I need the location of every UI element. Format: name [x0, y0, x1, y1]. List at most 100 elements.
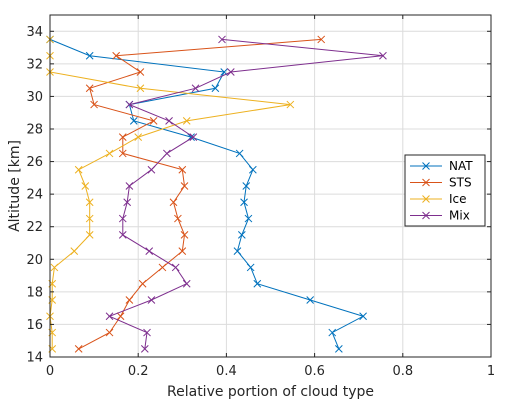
data-point-marker	[149, 117, 158, 125]
data-point-marker	[105, 149, 114, 158]
x-tick-label: 0.8	[392, 364, 413, 379]
data-point-marker	[140, 345, 149, 353]
y-tick-label: 16	[26, 318, 43, 333]
data-point-marker	[191, 84, 200, 93]
legend-swatch-marker	[422, 195, 430, 203]
series-nat	[46, 35, 367, 353]
legend-item-sts: STS	[410, 176, 472, 190]
data-point-marker	[163, 149, 171, 158]
data-point-marker	[138, 279, 147, 288]
data-point-marker	[180, 231, 189, 239]
series-line	[108, 38, 384, 349]
data-point-marker	[211, 84, 220, 93]
tick-layer: 0 0.2 0.4 0.6 0.8 1 14 16 18 20 22 24 26 28 30 32 34	[26, 15, 495, 379]
data-point-marker	[50, 263, 59, 272]
y-tick-label: 24	[26, 188, 43, 203]
data-point-marker	[74, 345, 83, 353]
data-point-marker	[74, 165, 83, 174]
legend-box	[404, 154, 486, 227]
data-point-marker	[118, 149, 127, 158]
data-point-marker	[158, 263, 167, 272]
data-point-marker	[118, 133, 127, 141]
y-tick-label: 32	[26, 57, 43, 72]
data-point-marker	[189, 133, 198, 141]
legend-item-mix: Mix	[410, 209, 470, 223]
data-point-marker	[178, 247, 187, 255]
data-point-marker	[180, 182, 189, 190]
data-point-marker	[81, 182, 90, 190]
data-point-marker	[218, 35, 226, 44]
y-tick-label: 22	[26, 220, 43, 235]
data-point-marker	[249, 165, 257, 174]
data-point-marker	[147, 165, 156, 174]
series-layer	[46, 35, 387, 353]
data-point-marker	[136, 68, 145, 76]
legend-swatch-marker	[422, 162, 430, 170]
legend-item-ice: Ice	[410, 192, 467, 206]
legend-swatch-marker	[422, 178, 430, 187]
data-point-marker	[70, 247, 79, 255]
data-point-marker	[379, 51, 387, 60]
legend-label: NAT	[449, 159, 473, 173]
legend-item-nat: NAT	[410, 159, 473, 173]
y-tick-label: 20	[26, 253, 43, 268]
data-point-marker	[85, 51, 94, 60]
data-point-marker	[134, 133, 143, 141]
data-point-marker	[246, 263, 255, 272]
data-point-marker	[317, 35, 326, 44]
data-point-marker	[116, 312, 125, 321]
data-point-marker	[90, 100, 98, 109]
data-point-marker	[174, 214, 182, 223]
data-point-marker	[105, 312, 114, 321]
data-point-marker	[129, 117, 138, 125]
y-tick-label: 30	[26, 90, 43, 105]
plot-frame	[49, 14, 492, 358]
y-tick-label: 14	[26, 351, 43, 366]
x-tick-label: 0	[46, 364, 54, 379]
data-point-marker	[145, 247, 154, 255]
y-tick-label: 34	[26, 25, 43, 40]
data-point-marker	[165, 117, 173, 125]
data-point-marker	[226, 68, 235, 76]
x-tick-label: 0.4	[216, 364, 237, 379]
legend-swatch-marker	[422, 211, 430, 220]
data-point-marker	[171, 263, 180, 272]
data-point-marker	[178, 165, 187, 174]
data-point-marker	[242, 182, 251, 190]
y-tick-label: 28	[26, 123, 43, 138]
x-tick-label: 1	[487, 364, 495, 379]
data-point-marker	[123, 198, 132, 207]
series-sts	[74, 35, 326, 353]
data-point-marker	[240, 198, 248, 207]
series-line	[49, 38, 365, 350]
data-point-marker	[85, 231, 94, 239]
y-tick-label: 26	[26, 155, 43, 170]
data-point-marker	[306, 296, 315, 304]
data-point-marker	[118, 214, 127, 223]
data-point-marker	[328, 328, 337, 337]
data-point-marker	[286, 100, 295, 109]
series-mix	[105, 35, 387, 353]
data-point-marker	[182, 279, 191, 288]
legend-label: Mix	[449, 209, 470, 223]
series-line	[49, 39, 291, 349]
data-point-marker	[85, 198, 94, 207]
data-point-marker	[125, 182, 134, 190]
data-point-marker	[136, 84, 145, 93]
data-point-marker	[112, 51, 121, 60]
data-point-marker	[253, 279, 262, 288]
data-point-marker	[125, 296, 134, 304]
data-point-marker	[169, 198, 178, 207]
x-tick-label: 0.2	[128, 364, 149, 379]
data-point-marker	[235, 149, 244, 158]
data-point-marker	[335, 345, 343, 353]
x-axis-title: Relative portion of cloud type	[167, 384, 374, 400]
legend-label: STS	[449, 176, 472, 190]
data-point-marker	[118, 231, 127, 239]
data-point-marker	[105, 328, 114, 337]
legend: NAT STS Ice Mix	[404, 154, 486, 227]
y-axis-title: Altitude [km]	[7, 140, 23, 232]
legend-label: Ice	[449, 192, 467, 206]
data-point-marker	[143, 328, 151, 337]
